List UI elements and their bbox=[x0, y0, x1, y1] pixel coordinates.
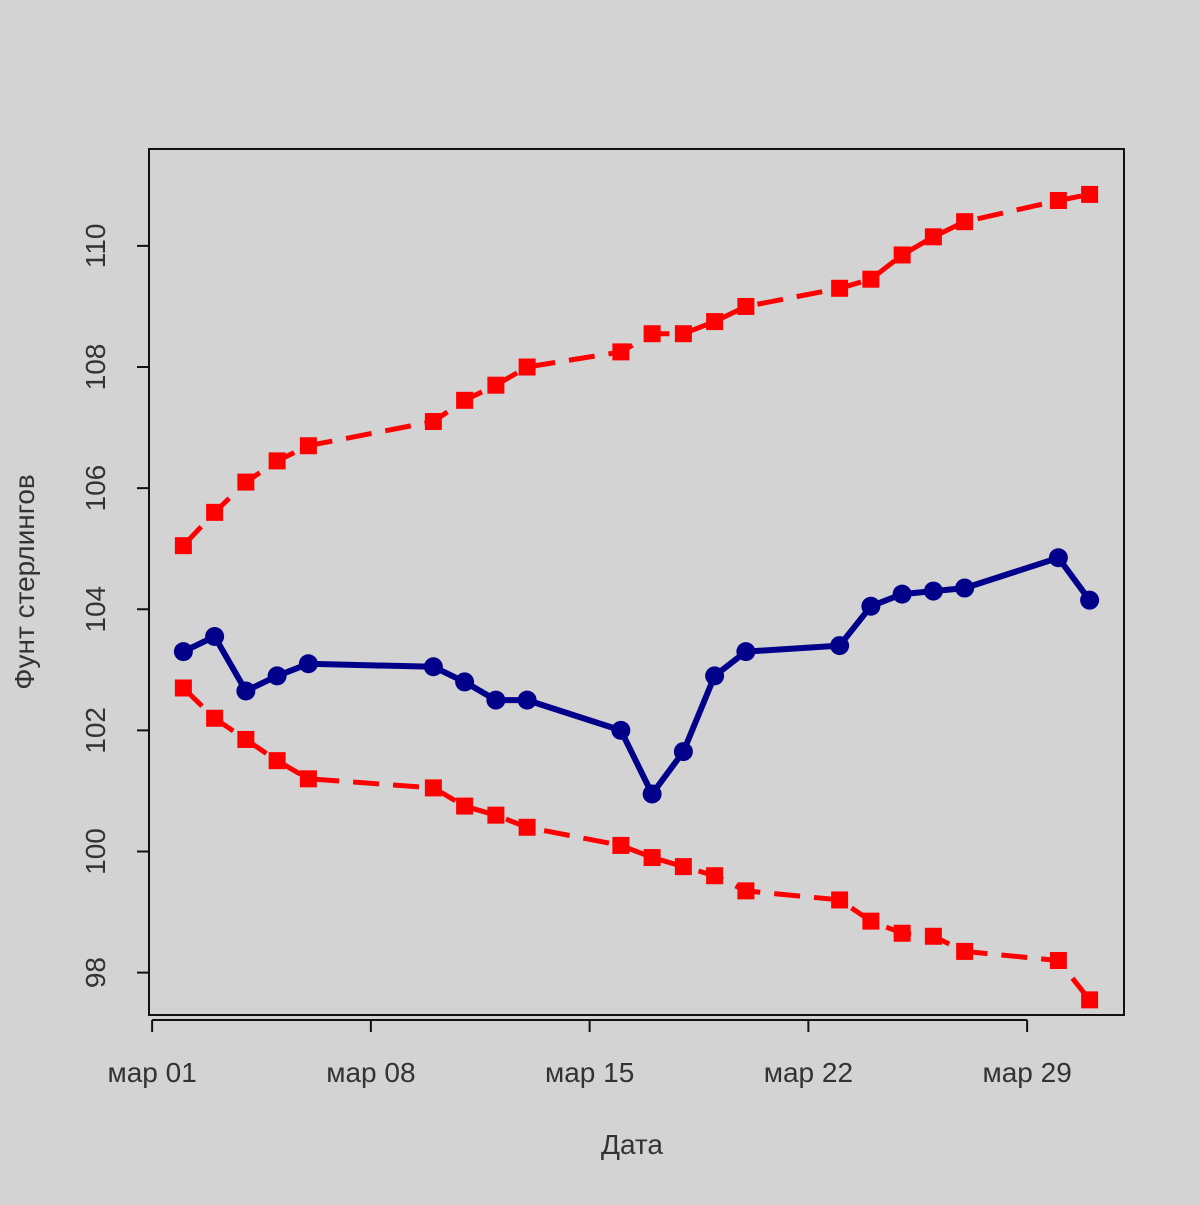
series-price bbox=[173, 548, 1100, 804]
data-point bbox=[642, 784, 662, 804]
data-point bbox=[1048, 548, 1068, 568]
data-point bbox=[455, 672, 475, 692]
data-point bbox=[1049, 191, 1067, 209]
data-point bbox=[174, 679, 192, 697]
data-point bbox=[173, 642, 193, 662]
y-tick-label: 108 bbox=[80, 344, 111, 391]
data-point bbox=[237, 473, 255, 491]
x-tick-label: мар 29 bbox=[982, 1057, 1071, 1088]
data-point bbox=[862, 270, 880, 288]
data-point bbox=[487, 806, 505, 824]
data-point bbox=[206, 503, 224, 521]
data-point bbox=[643, 325, 661, 343]
data-point bbox=[892, 584, 912, 604]
data-point bbox=[1081, 991, 1099, 1009]
data-point bbox=[174, 537, 192, 555]
y-tick-label: 98 bbox=[80, 957, 111, 988]
data-point bbox=[737, 882, 755, 900]
data-point bbox=[299, 770, 317, 788]
data-point bbox=[831, 279, 849, 297]
axis-layer: мар 01 мар 08 мар 15 мар 22 мар 29 98 100 102 10… bbox=[80, 224, 1072, 1088]
data-point bbox=[862, 912, 880, 930]
data-point bbox=[737, 297, 755, 315]
data-point bbox=[924, 228, 942, 246]
x-tick-label: мар 15 bbox=[545, 1057, 634, 1088]
data-point bbox=[518, 358, 536, 376]
data-point bbox=[205, 627, 225, 647]
data-point bbox=[456, 391, 474, 409]
data-point bbox=[924, 927, 942, 945]
y-tick-label: 106 bbox=[80, 465, 111, 512]
series-upper-bound bbox=[174, 185, 1099, 555]
x-tick-label: мар 01 bbox=[107, 1057, 196, 1088]
series-line bbox=[182, 554, 1093, 797]
data-point bbox=[206, 709, 224, 727]
data-point bbox=[706, 313, 724, 331]
series-line bbox=[181, 191, 1091, 548]
data-point bbox=[424, 413, 442, 431]
data-point bbox=[830, 636, 850, 656]
data-point bbox=[268, 452, 286, 470]
data-point bbox=[956, 942, 974, 960]
data-point bbox=[1081, 185, 1099, 203]
data-point bbox=[424, 779, 442, 797]
data-point bbox=[518, 818, 536, 836]
data-point bbox=[456, 797, 474, 815]
data-point bbox=[486, 690, 506, 710]
data-point bbox=[893, 246, 911, 264]
data-point bbox=[487, 376, 505, 394]
y-tick-label: 100 bbox=[80, 828, 111, 875]
data-point bbox=[705, 666, 725, 686]
data-point bbox=[1049, 951, 1067, 969]
x-axis-label: Дата bbox=[601, 1129, 663, 1160]
y-tick-label: 104 bbox=[80, 586, 111, 633]
data-point bbox=[674, 325, 692, 343]
data-point bbox=[861, 596, 881, 616]
data-point bbox=[956, 213, 974, 231]
data-point bbox=[923, 581, 943, 601]
series-lower-bound bbox=[174, 679, 1099, 1009]
x-tick-label: мар 08 bbox=[326, 1057, 415, 1088]
data-point bbox=[955, 578, 975, 598]
data-point bbox=[736, 642, 756, 662]
data-point bbox=[423, 657, 443, 677]
data-point bbox=[706, 867, 724, 885]
data-point bbox=[236, 681, 256, 701]
data-point bbox=[831, 891, 849, 909]
data-point bbox=[673, 742, 693, 762]
y-tick-label: 110 bbox=[80, 224, 111, 269]
y-tick-label: 102 bbox=[80, 707, 111, 754]
data-point bbox=[674, 858, 692, 876]
y-axis-label: Фунт стерлингов bbox=[9, 474, 40, 690]
series-layer bbox=[173, 185, 1100, 1009]
x-tick-label: мар 22 bbox=[764, 1057, 853, 1088]
data-point bbox=[612, 836, 630, 854]
series-line bbox=[181, 686, 1092, 1002]
data-point bbox=[643, 849, 661, 867]
data-point bbox=[298, 654, 318, 674]
data-point bbox=[267, 666, 287, 686]
data-point bbox=[517, 690, 537, 710]
data-point bbox=[611, 720, 631, 740]
data-point bbox=[612, 343, 630, 361]
data-point bbox=[299, 437, 317, 455]
data-point bbox=[237, 730, 255, 748]
data-point bbox=[893, 924, 911, 942]
data-point bbox=[268, 752, 286, 770]
plot-frame bbox=[148, 148, 1125, 1016]
data-point bbox=[1080, 590, 1100, 610]
